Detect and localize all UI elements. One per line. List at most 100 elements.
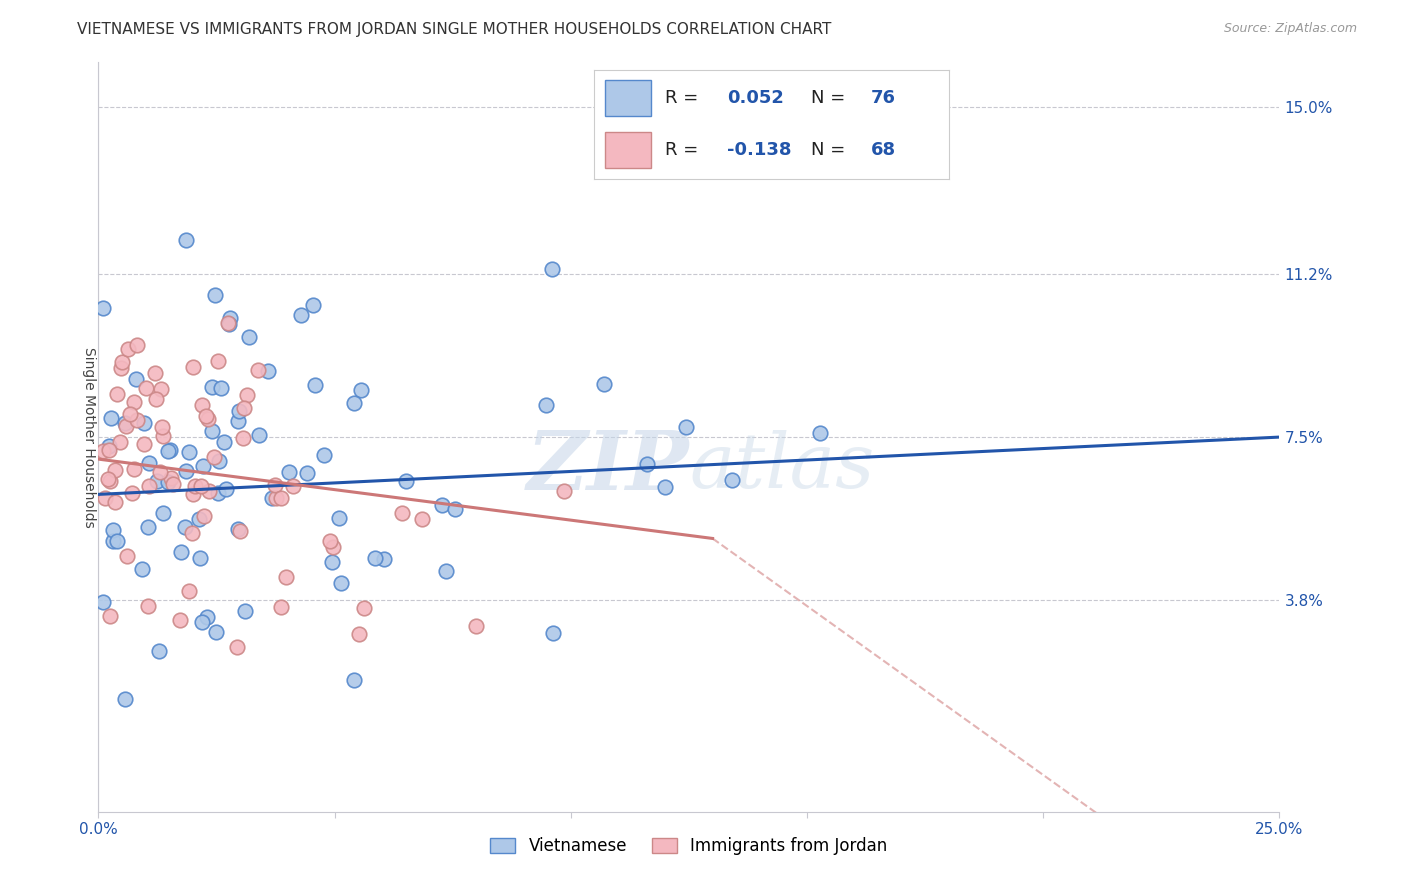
- Point: [195, 409, 218, 423]
- Point: [304, 377, 326, 392]
- Point: [263, 478, 285, 492]
- Point: [190, 398, 212, 412]
- Point: [215, 483, 238, 497]
- Point: [114, 417, 136, 431]
- Point: [198, 484, 221, 499]
- Point: [91, 595, 114, 609]
- Point: [233, 401, 256, 416]
- Point: [97, 439, 120, 453]
- Point: [91, 444, 114, 458]
- Point: [247, 428, 270, 442]
- Point: [174, 465, 197, 479]
- Point: [117, 343, 139, 357]
- Point: [322, 540, 344, 554]
- Point: [208, 454, 231, 468]
- Point: [190, 479, 212, 493]
- Point: [654, 480, 676, 494]
- Point: [103, 534, 125, 549]
- Point: [395, 475, 418, 489]
- Point: [553, 484, 575, 499]
- Point: [432, 498, 454, 512]
- Point: [270, 600, 292, 615]
- Point: [98, 443, 121, 458]
- Point: [720, 473, 742, 487]
- Point: [541, 626, 564, 640]
- Point: [808, 426, 831, 441]
- Point: [100, 411, 122, 425]
- Point: [135, 380, 157, 394]
- Point: [197, 412, 219, 426]
- Point: [540, 262, 562, 277]
- Point: [201, 379, 224, 393]
- Point: [218, 317, 240, 331]
- Point: [257, 364, 280, 378]
- Point: [177, 583, 200, 598]
- Point: [97, 472, 120, 486]
- Point: [350, 383, 373, 397]
- Point: [136, 520, 159, 534]
- Point: [191, 615, 214, 630]
- Point: [136, 599, 159, 613]
- Point: [159, 442, 181, 457]
- Point: [319, 534, 342, 549]
- Point: [444, 501, 467, 516]
- Point: [148, 465, 170, 479]
- Point: [125, 413, 148, 427]
- Point: [162, 476, 184, 491]
- Point: [228, 404, 250, 418]
- Point: [98, 474, 121, 488]
- Point: [157, 475, 180, 489]
- Point: [145, 392, 167, 406]
- Point: [181, 487, 204, 501]
- Point: [207, 354, 229, 368]
- Point: [104, 494, 127, 508]
- Text: Source: ZipAtlas.com: Source: ZipAtlas.com: [1223, 22, 1357, 36]
- Point: [330, 575, 353, 590]
- Point: [226, 640, 249, 654]
- Point: [105, 534, 128, 549]
- Point: [277, 465, 299, 479]
- Point: [132, 416, 155, 430]
- Point: [343, 396, 366, 410]
- Point: [302, 298, 325, 312]
- Legend: Vietnamese, Immigrants from Jordan: Vietnamese, Immigrants from Jordan: [482, 829, 896, 863]
- Point: [94, 491, 117, 505]
- Point: [173, 519, 195, 533]
- Point: [218, 310, 240, 325]
- Point: [232, 431, 254, 445]
- Text: ZIP: ZIP: [526, 427, 689, 507]
- Point: [108, 435, 131, 450]
- Point: [373, 552, 395, 566]
- Point: [146, 474, 169, 488]
- Point: [226, 522, 249, 536]
- Point: [110, 361, 132, 376]
- Point: [114, 692, 136, 706]
- Point: [157, 444, 180, 458]
- Point: [177, 444, 200, 458]
- Point: [170, 545, 193, 559]
- Point: [238, 330, 260, 344]
- Point: [122, 395, 145, 409]
- Point: [270, 491, 292, 505]
- Point: [207, 485, 229, 500]
- Point: [193, 459, 215, 474]
- Point: [143, 366, 166, 380]
- Point: [212, 435, 235, 450]
- Point: [98, 609, 121, 624]
- Point: [138, 478, 160, 492]
- Point: [105, 387, 128, 401]
- Point: [290, 309, 312, 323]
- Point: [101, 523, 124, 537]
- Point: [343, 673, 366, 688]
- Point: [160, 471, 183, 485]
- Point: [132, 436, 155, 450]
- Point: [152, 429, 174, 443]
- Point: [121, 486, 143, 500]
- Point: [675, 420, 697, 434]
- Point: [122, 462, 145, 476]
- Point: [328, 511, 350, 525]
- Point: [436, 564, 458, 578]
- Point: [125, 338, 148, 352]
- Point: [228, 414, 250, 428]
- Point: [188, 551, 211, 566]
